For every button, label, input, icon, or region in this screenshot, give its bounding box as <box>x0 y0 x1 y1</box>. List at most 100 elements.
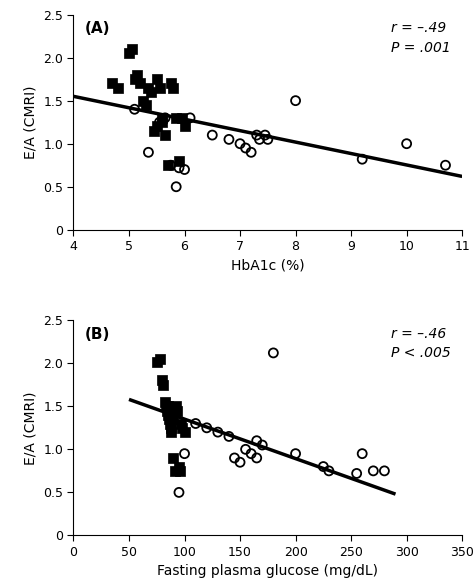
Point <box>370 466 377 475</box>
Point <box>209 130 216 140</box>
Point <box>242 445 249 454</box>
Point <box>161 398 168 407</box>
Point <box>253 436 261 445</box>
Point <box>175 156 183 165</box>
Point <box>231 453 238 463</box>
Point <box>358 155 366 164</box>
Text: (B): (B) <box>85 327 110 342</box>
Point <box>253 453 261 463</box>
Point <box>153 357 161 366</box>
Point <box>247 449 255 458</box>
Point <box>203 423 210 432</box>
Point <box>164 410 172 420</box>
Point <box>161 130 169 140</box>
Point <box>292 449 300 458</box>
Point <box>170 453 177 463</box>
Point <box>214 427 222 436</box>
Point <box>173 182 180 191</box>
X-axis label: HbA1c (%): HbA1c (%) <box>231 259 305 273</box>
Point <box>178 113 185 123</box>
Point <box>270 348 277 357</box>
Point <box>242 143 249 152</box>
Point <box>114 83 122 93</box>
Point <box>181 165 188 174</box>
Point <box>176 466 184 475</box>
Point <box>156 83 164 93</box>
Point <box>175 488 183 497</box>
Point <box>358 449 366 458</box>
Text: r = –.49
P = .001: r = –.49 P = .001 <box>391 21 450 55</box>
Point <box>134 70 141 80</box>
Point <box>181 122 188 131</box>
Point <box>167 161 174 170</box>
Point <box>247 148 255 157</box>
Point <box>225 135 233 144</box>
Point <box>236 139 244 148</box>
Point <box>145 83 152 93</box>
Point <box>258 441 266 450</box>
Point <box>161 113 169 123</box>
Point <box>381 466 388 475</box>
Point <box>142 100 149 109</box>
Point <box>179 423 186 432</box>
Point <box>109 79 116 88</box>
Point <box>173 406 181 415</box>
Point <box>156 354 164 364</box>
Point <box>131 105 138 114</box>
Point <box>442 161 449 170</box>
Point <box>145 148 152 157</box>
Point <box>165 414 173 424</box>
Point <box>169 410 176 420</box>
Point <box>292 96 300 105</box>
Point <box>261 130 269 140</box>
Y-axis label: E/A (CMRI): E/A (CMRI) <box>24 86 37 159</box>
Point <box>253 130 261 140</box>
Point <box>225 432 233 441</box>
Point <box>164 402 172 411</box>
Point <box>353 469 360 478</box>
Point <box>158 118 166 127</box>
Point <box>181 449 188 458</box>
Point <box>319 462 327 471</box>
Y-axis label: E/A (CMRI): E/A (CMRI) <box>24 391 37 464</box>
Point <box>170 83 177 93</box>
Point <box>325 466 333 475</box>
Point <box>170 414 177 424</box>
Point <box>255 135 263 144</box>
Point <box>158 113 166 123</box>
Point <box>192 419 200 428</box>
Point <box>125 49 133 58</box>
Point <box>173 113 180 123</box>
Point <box>160 380 167 389</box>
Point <box>164 161 172 170</box>
Point <box>166 419 174 428</box>
Point <box>162 402 169 411</box>
Point <box>166 410 174 420</box>
Point <box>137 79 144 88</box>
Text: (A): (A) <box>85 21 110 36</box>
Point <box>177 419 185 428</box>
Point <box>167 423 175 432</box>
Point <box>264 135 272 144</box>
Point <box>167 79 174 88</box>
Point <box>147 87 155 97</box>
Point <box>186 113 194 123</box>
Point <box>153 74 161 84</box>
Point <box>163 406 171 415</box>
Text: r = –.46
P < .005: r = –.46 P < .005 <box>391 327 450 360</box>
Point <box>150 126 158 136</box>
Point <box>139 96 146 105</box>
Point <box>175 163 183 172</box>
Point <box>171 466 178 475</box>
Point <box>153 122 161 131</box>
Point <box>128 44 136 54</box>
Point <box>403 139 410 148</box>
Point <box>158 376 166 385</box>
Point <box>167 427 175 436</box>
Point <box>131 74 138 84</box>
Point <box>164 402 172 411</box>
X-axis label: Fasting plasma glucose (mg/dL): Fasting plasma glucose (mg/dL) <box>157 565 378 579</box>
Point <box>236 457 244 467</box>
Point <box>172 402 180 411</box>
Point <box>156 118 164 127</box>
